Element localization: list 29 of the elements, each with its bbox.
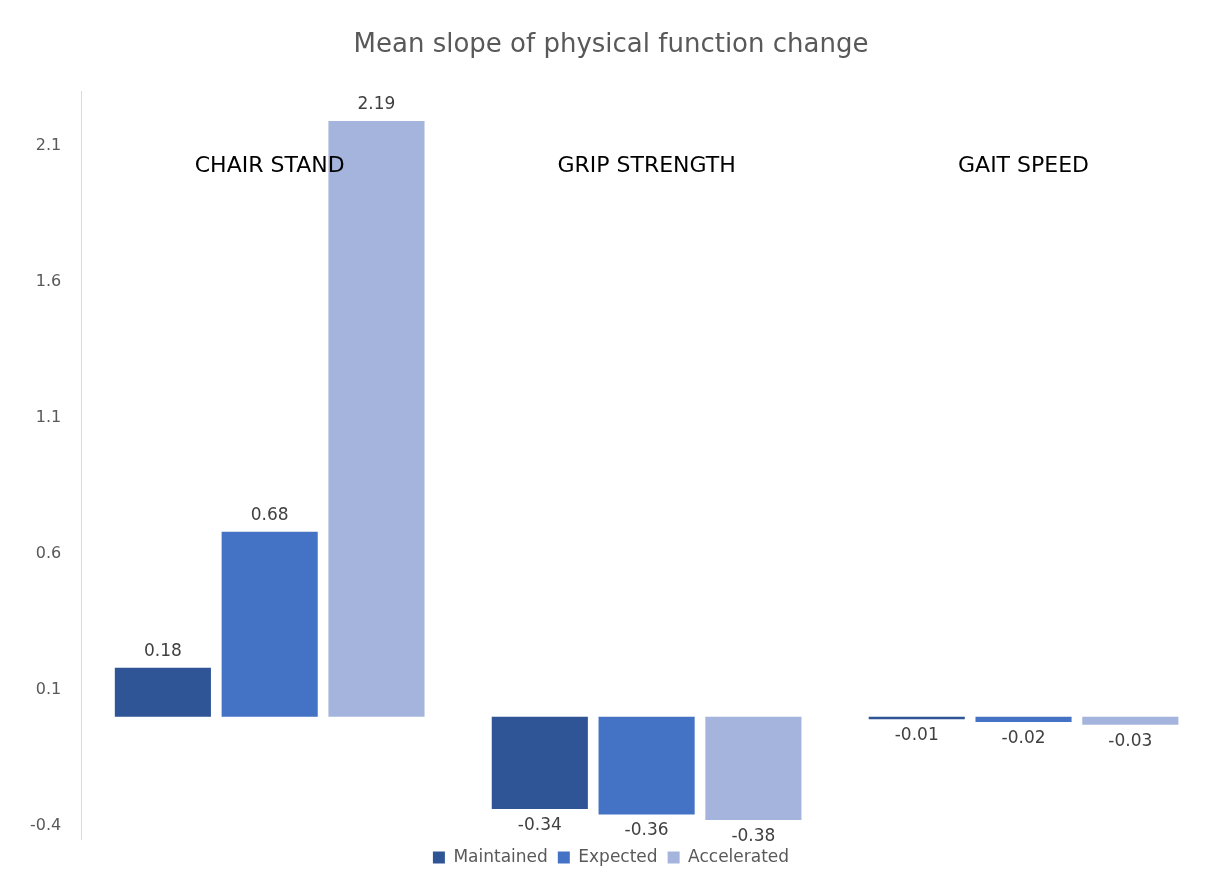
legend-label: Accelerated (688, 845, 790, 866)
y-tick-label: 1.1 (35, 406, 62, 426)
y-tick-label: 0.6 (35, 542, 62, 562)
x-tick-label: GAIT SPEED (958, 151, 1090, 177)
bar (114, 667, 211, 717)
data-label: 0.18 (143, 639, 182, 660)
data-label: 2.19 (357, 93, 396, 114)
bar (598, 716, 695, 815)
x-tick-label: GRIP STRENGTH (557, 151, 736, 177)
bar (1082, 716, 1179, 725)
chart-title: Mean slope of physical function change (353, 28, 869, 59)
y-tick-label: 0.1 (35, 678, 62, 698)
x-tick-label: CHAIR STAND (194, 151, 345, 177)
legend-label: Expected (578, 845, 658, 866)
legend-label: Maintained (453, 845, 548, 866)
y-tick-label: -0.4 (30, 814, 62, 834)
bar (491, 716, 588, 810)
bar (975, 716, 1072, 723)
data-label: -0.03 (1108, 729, 1153, 750)
data-label: -0.36 (624, 819, 669, 840)
data-label: -0.01 (894, 724, 939, 745)
bar (705, 716, 802, 820)
data-label: -0.38 (731, 824, 776, 845)
data-label: -0.34 (517, 814, 562, 835)
data-label: 0.68 (250, 503, 289, 524)
data-label: -0.02 (1001, 726, 1046, 747)
y-tick-label: 2.1 (35, 134, 62, 154)
bar (221, 531, 318, 717)
y-tick-label: 1.6 (35, 270, 62, 290)
